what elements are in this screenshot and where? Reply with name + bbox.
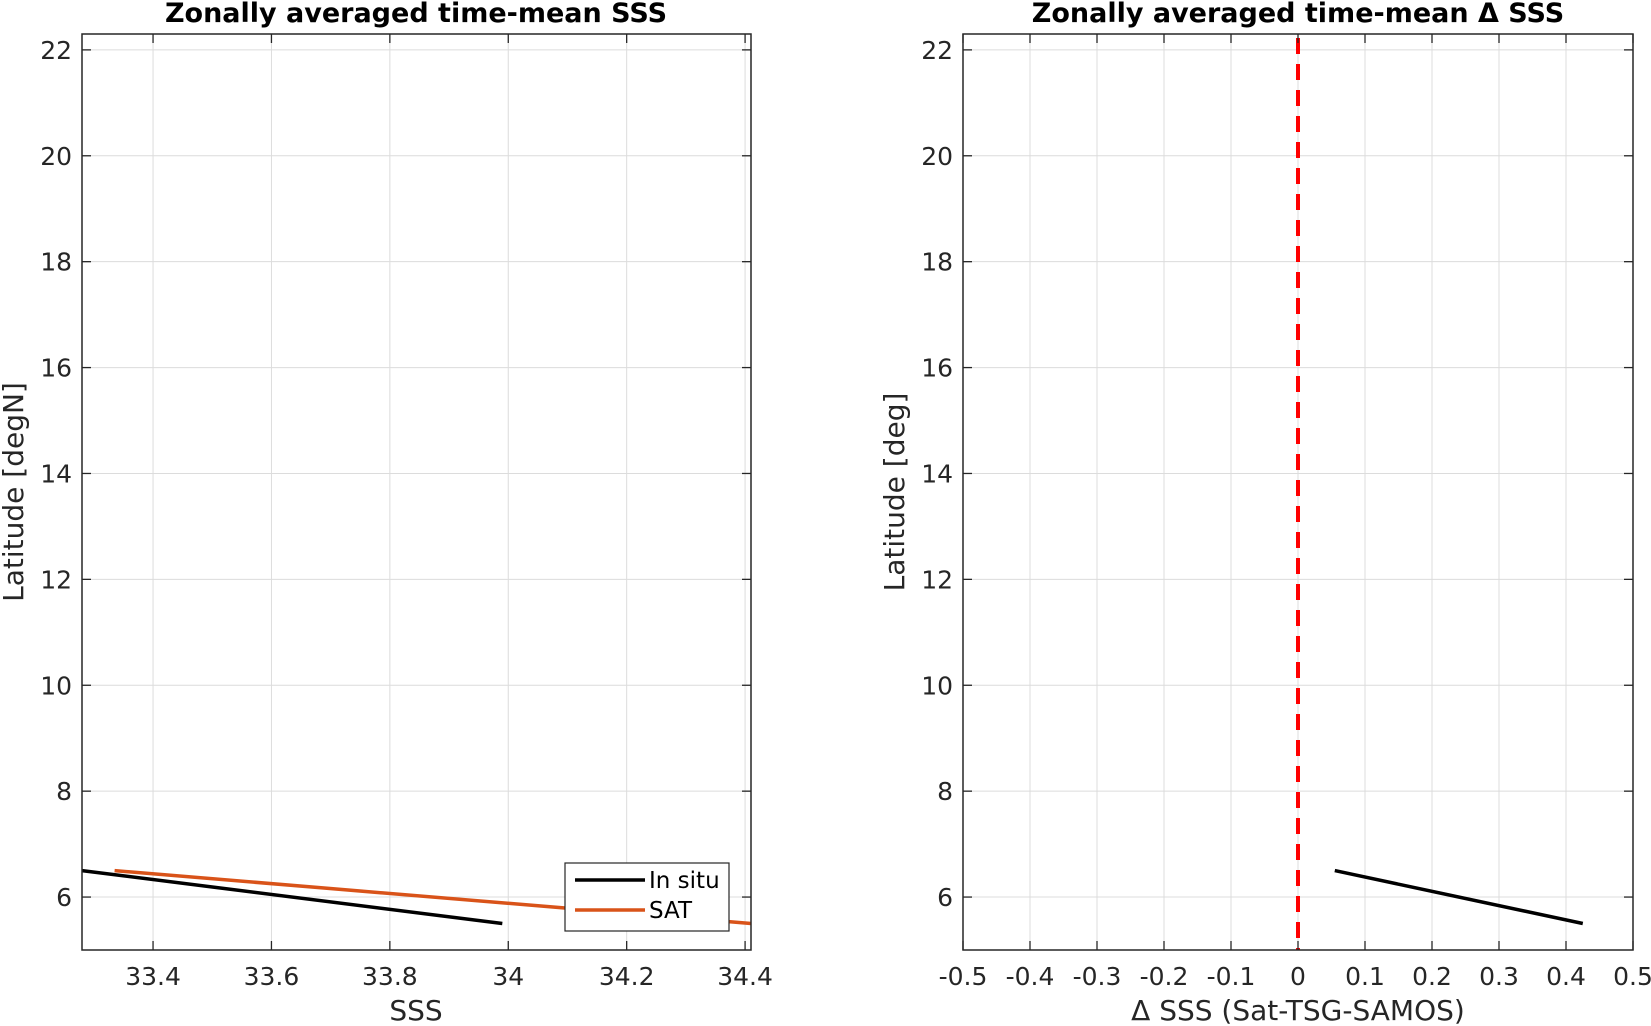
y-tick-label: 20 [40,142,72,171]
x-tick-label: 34.4 [717,962,773,991]
y-tick-label: 16 [40,354,72,383]
x-tick-label: 33.6 [244,962,300,991]
chart-title: Zonally averaged time-mean SSS [165,0,667,29]
y-tick-label: 20 [921,142,953,171]
x-tick-label: 34.2 [599,962,655,991]
series-line [1334,868,1584,926]
legend-box [564,862,730,932]
y-tick-label: 22 [921,36,953,65]
y-tick-label: 14 [40,459,72,488]
x-tick-label: 0 [1290,962,1306,991]
y-axis-label: Latitude [degN] [0,382,30,602]
grid [82,34,751,950]
x-tick-label: -0.5 [939,962,988,991]
y-tick-label: 14 [921,459,953,488]
y-tick-label: 18 [921,248,953,277]
x-tick-label: 0.3 [1479,962,1519,991]
y-tick-label: 12 [40,565,72,594]
y-tick-label: 18 [40,248,72,277]
sss-panel: 33.4 33.6 33.8 34 34.2 34.4 6 8 10 12 14 16 18 20 22 Z… [0,0,773,1026]
y-tick-label: 8 [56,777,72,806]
x-tick-label: 33.4 [125,962,181,991]
legend-label-sat: SAT [649,898,693,924]
x-axis-label: Δ SSS (Sat-TSG-SAMOS) [1131,994,1465,1026]
y-tick-label: 10 [40,671,72,700]
x-tick-label: 0.2 [1412,962,1452,991]
x-tick-label: 0.1 [1345,962,1385,991]
x-tick-label: 33.8 [362,962,418,991]
legend-label-in-situ: In situ [649,868,720,894]
x-axis-label: SSS [389,994,442,1026]
legend: In situ SAT [564,862,730,932]
chart-title: Zonally averaged time-mean Δ SSS [1032,0,1564,29]
y-tick-label: 16 [921,354,953,383]
x-tick-label: -0.1 [1207,962,1256,991]
y-tick-label: 6 [56,883,72,912]
axes-background [82,34,751,950]
series-layer [1296,38,1584,950]
ticks: -0.5 -0.4 -0.3 -0.2 -0.1 0 0.1 0.2 0.3 0.4 0.5 6 8 10… [921,34,1651,991]
x-tick-label: -0.4 [1006,962,1055,991]
delta-sss-panel: -0.5 -0.4 -0.3 -0.2 -0.1 0 0.1 0.2 0.3 0.4 0.5 6 8 10… [878,0,1651,1026]
x-tick-label: 0.4 [1546,962,1586,991]
x-tick-label: 34 [492,962,524,991]
x-tick-label: 0.5 [1613,962,1651,991]
y-tick-label: 12 [921,565,953,594]
y-tick-label: 10 [921,671,953,700]
x-tick-label: -0.2 [1140,962,1189,991]
x-tick-label: -0.3 [1073,962,1122,991]
axes-box [81,33,752,951]
y-tick-label: 8 [937,777,953,806]
ticks: 33.4 33.6 33.8 34 34.2 34.4 6 8 10 12 14 16 18 20 22 [40,34,773,991]
y-axis-label: Latitude [deg] [878,393,911,592]
y-tick-label: 6 [937,883,953,912]
series-line-in-situ [81,868,503,926]
y-tick-label: 22 [40,36,72,65]
